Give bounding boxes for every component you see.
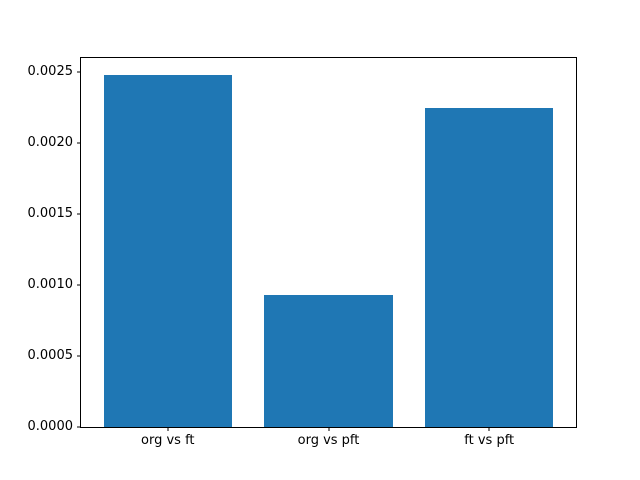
y-tick [77,213,81,215]
y-tick-label: 0.0010 [27,276,74,292]
y-tick-label: 0.0015 [27,205,74,221]
y-tick [77,142,81,144]
y-tick-label: 0.0020 [27,134,74,150]
y-tick [77,284,81,286]
x-tick-label: ft vs pft [464,433,515,448]
x-tick-label: org vs pft [297,433,360,448]
x-tick-label: org vs ft [141,433,195,448]
y-tick-label: 0.0005 [27,347,74,363]
x-tick [488,427,490,431]
x-tick [328,427,329,431]
y-tick [77,71,81,73]
plot-area: org vs ft org vs pft ft vs pft 0.0000 0.0005… [28,57,577,448]
y-tick [77,355,81,357]
bar-org-vs-pft [264,295,393,427]
y-tick-label: 0.0025 [27,64,74,80]
x-tick [167,427,169,431]
y-tick-label: 0.0000 [27,418,74,434]
y-tick [77,426,81,428]
bar-org-vs-ft [103,75,233,427]
bar-ft-vs-pft [424,107,554,427]
